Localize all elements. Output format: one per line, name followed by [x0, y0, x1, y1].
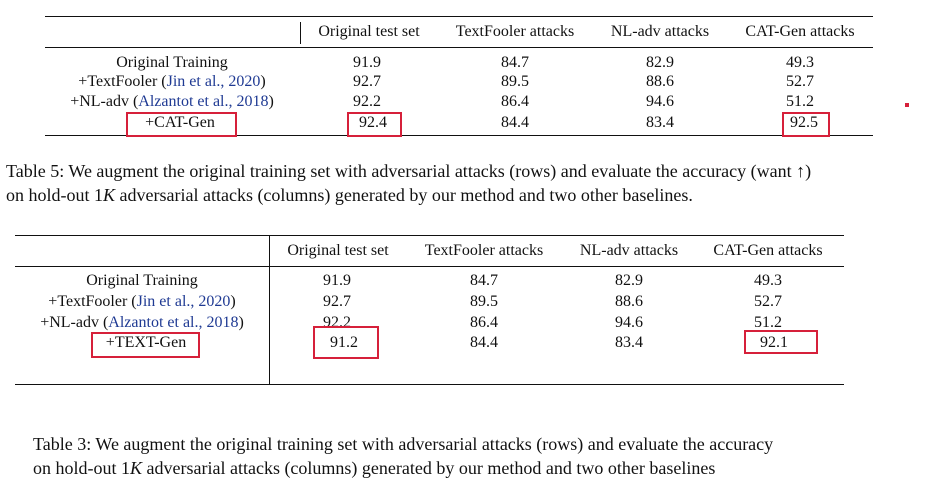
table-cell: 91.2: [330, 334, 358, 351]
column-header: NL-adv attacks: [610, 23, 710, 40]
row-label: +TEXT-Gen: [105, 334, 187, 351]
table-cell: 52.7: [786, 73, 814, 90]
table-cell: 92.1: [760, 334, 788, 351]
table-cell: 49.3: [754, 272, 782, 289]
highlight-box: [782, 112, 830, 137]
table-cell: 92.5: [790, 114, 818, 131]
table-cell: 83.4: [615, 334, 643, 351]
table-cell: 84.7: [501, 54, 529, 71]
citation-link[interactable]: Jin et al., 2020: [166, 73, 261, 90]
table-cell: 51.2: [754, 314, 782, 331]
column-header: Original test set: [318, 23, 420, 40]
table-cell: 92.2: [353, 93, 381, 110]
table-cell: 91.9: [323, 272, 351, 289]
table-bottom-rule: [45, 135, 873, 136]
table-cell: 86.4: [470, 314, 498, 331]
column-header: CAT-Gen attacks: [745, 23, 855, 40]
column-header: Original test set: [287, 242, 389, 259]
table-bottom-rule: [15, 384, 844, 385]
table-caption: Table 5: We augment the original trainin…: [6, 161, 812, 181]
table-cell: 51.2: [786, 93, 814, 110]
table-cell: 94.6: [646, 93, 674, 110]
table-cell: 91.9: [353, 54, 381, 71]
table-cell: 84.4: [501, 114, 529, 131]
column-header: TextFooler attacks: [455, 23, 575, 40]
table-cell: 49.3: [786, 54, 814, 71]
table-cell: 52.7: [754, 293, 782, 310]
table-cell: 84.7: [470, 272, 498, 289]
column-header: CAT-Gen attacks: [713, 242, 823, 259]
table-column-separator: [269, 236, 270, 384]
red-dot: [905, 103, 909, 107]
row-label: Original Training: [86, 272, 198, 289]
table-cell: 92.7: [323, 293, 351, 310]
citation-link[interactable]: Alzantot et al., 2018: [138, 93, 269, 110]
table-caption: on hold-out 1K adversarial attacks (colu…: [6, 185, 693, 205]
row-label: +CAT-Gen: [145, 114, 215, 131]
table-caption: Table 3: We augment the original trainin…: [33, 434, 774, 454]
table-mid-rule: [15, 266, 844, 267]
table-cell: 84.4: [470, 334, 498, 351]
highlight-box: [744, 330, 818, 354]
table-cell: 82.9: [615, 272, 643, 289]
table-cell: 89.5: [501, 73, 529, 90]
table-cell: 88.6: [646, 73, 674, 90]
table-cell: 92.7: [353, 73, 381, 90]
row-label: Original Training: [116, 54, 228, 71]
highlight-box: [313, 326, 379, 359]
row-label: +TextFooler (Jin et al., 2020): [78, 73, 266, 90]
table-cell: 92.4: [359, 114, 387, 131]
column-header: NL-adv attacks: [579, 242, 679, 259]
table-cell: 89.5: [470, 293, 498, 310]
highlight-box: [347, 112, 402, 137]
column-header: TextFooler attacks: [424, 242, 544, 259]
highlight-box: [126, 112, 237, 137]
table-top-rule: [15, 235, 844, 236]
table-cell: 82.9: [646, 54, 674, 71]
table-cell: 88.6: [615, 293, 643, 310]
table-mid-rule: [45, 47, 873, 48]
highlight-box: [91, 332, 200, 358]
table-header-separator: [300, 22, 301, 44]
citation-link[interactable]: Jin et al., 2020: [136, 293, 231, 310]
row-label: +NL-adv (Alzantot et al., 2018): [70, 93, 274, 110]
row-label: +TextFooler (Jin et al., 2020): [48, 293, 236, 310]
table-cell: 83.4: [646, 114, 674, 131]
row-label: +NL-adv (Alzantot et al., 2018): [40, 314, 244, 331]
table-cell: 86.4: [501, 93, 529, 110]
table-cell: 94.6: [615, 314, 643, 331]
table-caption: on hold-out 1K adversarial attacks (colu…: [33, 458, 716, 478]
citation-link[interactable]: Alzantot et al., 2018: [108, 314, 239, 331]
table-top-rule: [45, 16, 873, 17]
